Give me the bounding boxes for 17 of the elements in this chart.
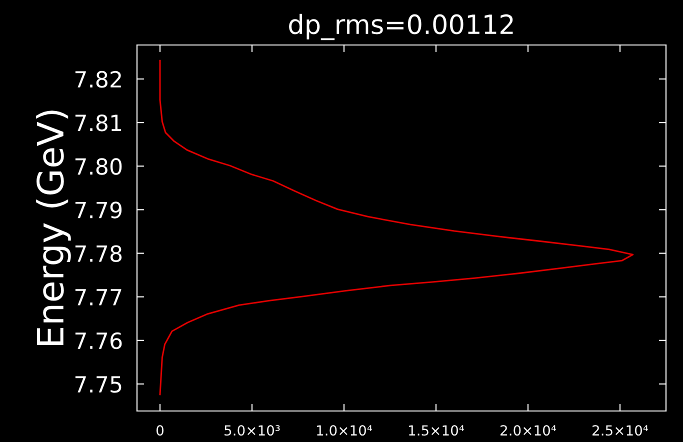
x-tick-label: 5.0×10³ [224,425,280,436]
y-tick-label: 7.77 [75,289,122,306]
x-tick-label: 1.5×10⁴ [409,425,464,436]
y-tick-label: 7.80 [75,158,122,175]
line-series [159,60,634,396]
x-tick-label: 2.5×10⁴ [592,425,648,436]
x-tick-label: 0 [156,425,164,436]
y-axis-title: Energy (GeV) [36,110,71,345]
y-tick-label: 7.82 [75,70,121,88]
y-tick-label: 7.81 [75,114,122,132]
y-tick-label: 7.78 [75,245,122,262]
x-tick-label: 1.0×10⁴ [317,425,372,436]
y-tick-label: 7.79 [75,202,122,218]
chart-title: dp_rms=0.00112 [289,14,513,40]
x-tick-label: 2.0×10⁴ [500,425,556,436]
y-tick-label: 7.75 [75,376,122,393]
y-tick-label: 7.76 [75,332,122,350]
